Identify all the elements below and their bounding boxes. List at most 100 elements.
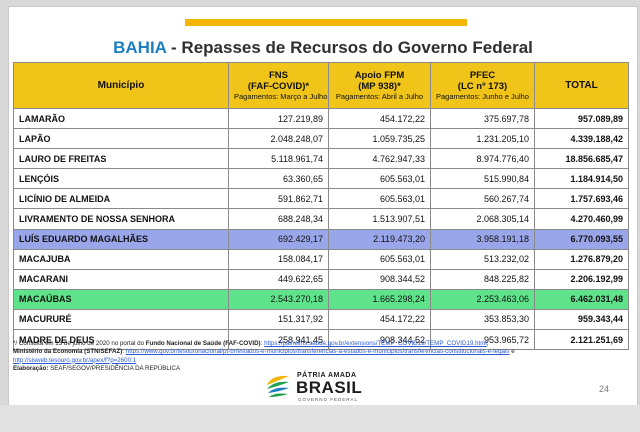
table-row: LAURO DE FREITAS 5.118.961,74 4.762.947,… [13,148,629,170]
cell-fns: 591.862,71 [228,188,329,210]
link-painel-ms[interactable]: https://painelms.saude.gov.br/extensions… [264,340,487,347]
cell-fpm: 1.059.735,25 [328,128,431,150]
cell-fpm: 4.762.947,33 [328,148,431,170]
footnote-text: */ Consulta em 13 de julho de 2020 no po… [13,340,146,347]
cell-fns: 2.543.270,18 [228,288,329,310]
header-fns-l2: (FAF-COVID)* [247,81,310,92]
cell-fns: 258.941,45 [228,329,329,351]
cell-pfec: 353.853,30 [430,308,535,331]
title-state: BAHIA [113,38,167,57]
cell-pfec: 560.267,74 [430,188,535,210]
link-sisweb[interactable]: http://sisweb.tesouro.gov.br/apex/f?p=26… [13,356,137,364]
cell-pfec: 515.990,84 [430,168,535,190]
cell-total: 6.462.031,48 [534,288,629,310]
cell-pfec: 848.225,82 [430,268,535,290]
cell-total: 959.343,44 [534,308,629,331]
cell-total: 2.121.251,69 [534,329,629,351]
cell-pfec: 8.974.776,40 [430,148,535,170]
footnote-text: , [486,340,489,347]
cell-fns: 158.084,17 [228,248,329,270]
header-municipio: Município [13,62,229,109]
table-row: LAPÃO 2.048.248,07 1.059.735,25 1.231.20… [13,128,629,150]
footnote-line-3: http://sisweb.tesouro.gov.br/apex/f?p=26… [13,357,623,365]
table-row: LENÇÓIS 63.360,65 605.563,01 515.990,84 … [13,168,629,190]
header-fpm-l2: (MP 938)* [358,81,401,92]
cell-municipio: LAURO DE FREITAS [13,148,229,170]
logo-tagline: PÁTRIA AMADA [297,372,357,379]
header-fpm-l1: Apoio FPM [354,70,405,81]
cell-fns: 5.118.961,74 [228,148,329,170]
cell-fns: 151.317,92 [228,308,329,331]
footnote-elaboracao: SEAF/SEGOV/PRESIDÊNCIA DA REPÚBLICA [48,364,181,372]
table-header-row: Município FNS (FAF-COVID)* Pagamentos: M… [13,62,629,109]
cell-fpm: 605.563,01 [328,248,431,270]
footnote-elaboracao-label: Elaboração: [13,364,49,372]
cell-fns: 449.622,65 [228,268,329,290]
cell-total: 1.757.693,46 [534,188,629,210]
cell-municipio: MADRE DE DEUS [13,329,229,351]
brasil-logo: PÁTRIA AMADA BRASIL GOVERNO FEDERAL [265,372,375,402]
cell-fpm: 908.344,52 [328,268,431,290]
table-row: LAMARÃO 127.219,89 454.172,22 375.697,78… [13,107,629,130]
cell-fns: 692.429,17 [228,228,329,250]
cell-fpm: 908.344,52 [328,329,431,351]
cell-pfec: 375.697,78 [430,107,535,130]
cell-total: 1.276.879,20 [534,248,629,270]
cell-fns: 688.248,34 [228,208,329,230]
cell-total: 4.339.188,42 [534,128,629,150]
cell-municipio: LICÍNIO DE ALMEIDA [13,188,229,210]
cell-fns: 2.048.248,07 [228,128,329,150]
table-row-highlighted: LUÍS EDUARDO MAGALHÃES 692.429,17 2.119.… [13,228,629,250]
cell-pfec: 2.253.463,06 [430,288,535,310]
footnote-sources: */ Consulta em 13 de julho de 2020 no po… [13,340,623,373]
cell-fpm: 2.119.473,20 [328,228,431,250]
title-rest: - Repasses de Recursos do Governo Federa… [166,38,533,57]
cell-total: 6.770.093,55 [534,228,629,250]
footnote-text: e [509,348,515,356]
cell-pfec: 513.232,02 [430,248,535,270]
cell-municipio: LENÇÓIS [13,168,229,190]
table-row: MACARANI 449.622,65 908.344,52 848.225,8… [13,268,629,290]
top-accent-bar [185,19,467,26]
link-tesouro-nacional[interactable]: https://www.gov.br/tesouronacional/pt-br… [125,348,510,356]
header-fns-pay: Pagamentos: Março a Julho [234,92,328,101]
table-row: MACURURÉ 151.317,92 454.172,22 353.853,3… [13,308,629,331]
table-row: LICÍNIO DE ALMEIDA 591.862,71 605.563,01… [13,188,629,210]
flag-emblem-icon [267,375,289,397]
cell-fns: 63.360,65 [228,168,329,190]
footnote-source-fns: Fundo Nacional de Saúde (FAF-COVID) [145,340,261,347]
cell-fpm: 605.563,01 [328,188,431,210]
header-total: TOTAL [534,62,629,109]
cell-fns: 127.219,89 [228,107,329,130]
cell-fpm: 605.563,01 [328,168,431,190]
cell-pfec: 2.068.305,14 [430,208,535,230]
slide: BAHIA - Repasses de Recursos do Governo … [8,6,638,406]
logo-subtitle: GOVERNO FEDERAL [298,397,359,402]
table-row: LIVRAMENTO DE NOSSA SENHORA 688.248,34 1… [13,208,629,230]
cell-municipio: MACAJUBA [13,248,229,270]
cell-total: 957.089,89 [534,107,629,130]
cell-fpm: 1.513.907,51 [328,208,431,230]
cell-total: 2.206.192,99 [534,268,629,290]
cell-total: 4.270.460,99 [534,208,629,230]
cell-municipio: MACARANI [13,268,229,290]
table-row: MACAJUBA 158.084,17 605.563,01 513.232,0… [13,248,629,270]
footnote-line-2: Ministério da Economia (STN/SEFAZ): http… [13,348,623,356]
cell-municipio: MACURURÉ [13,308,229,331]
cell-municipio: LUÍS EDUARDO MAGALHÃES [13,228,229,250]
footnote-source-economia: Ministério da Economia (STN/SEFAZ) [13,348,123,356]
header-fpm-pay: Pagamentos: Abril a Julho [335,92,424,101]
cell-municipio: MACAÚBAS [13,288,229,310]
page-title: BAHIA - Repasses de Recursos do Governo … [9,38,637,58]
header-pfec-l1: PFEC [469,70,496,81]
bottom-background [0,405,640,432]
transfers-table: Município FNS (FAF-COVID)* Pagamentos: M… [13,62,629,351]
table-row: MADRE DE DEUS 258.941,45 908.344,52 953.… [13,329,629,351]
cell-total: 1.184.914,50 [534,168,629,190]
footnote-text: : [260,340,265,347]
cell-total: 18.856.685,47 [534,148,629,170]
cell-fpm: 454.172,22 [328,107,431,130]
cell-pfec: 3.958.191,18 [430,228,535,250]
header-pfec: PFEC (LC nº 173) Pagamentos: Junho e Jul… [430,62,535,109]
cell-municipio: LAPÃO [13,128,229,150]
